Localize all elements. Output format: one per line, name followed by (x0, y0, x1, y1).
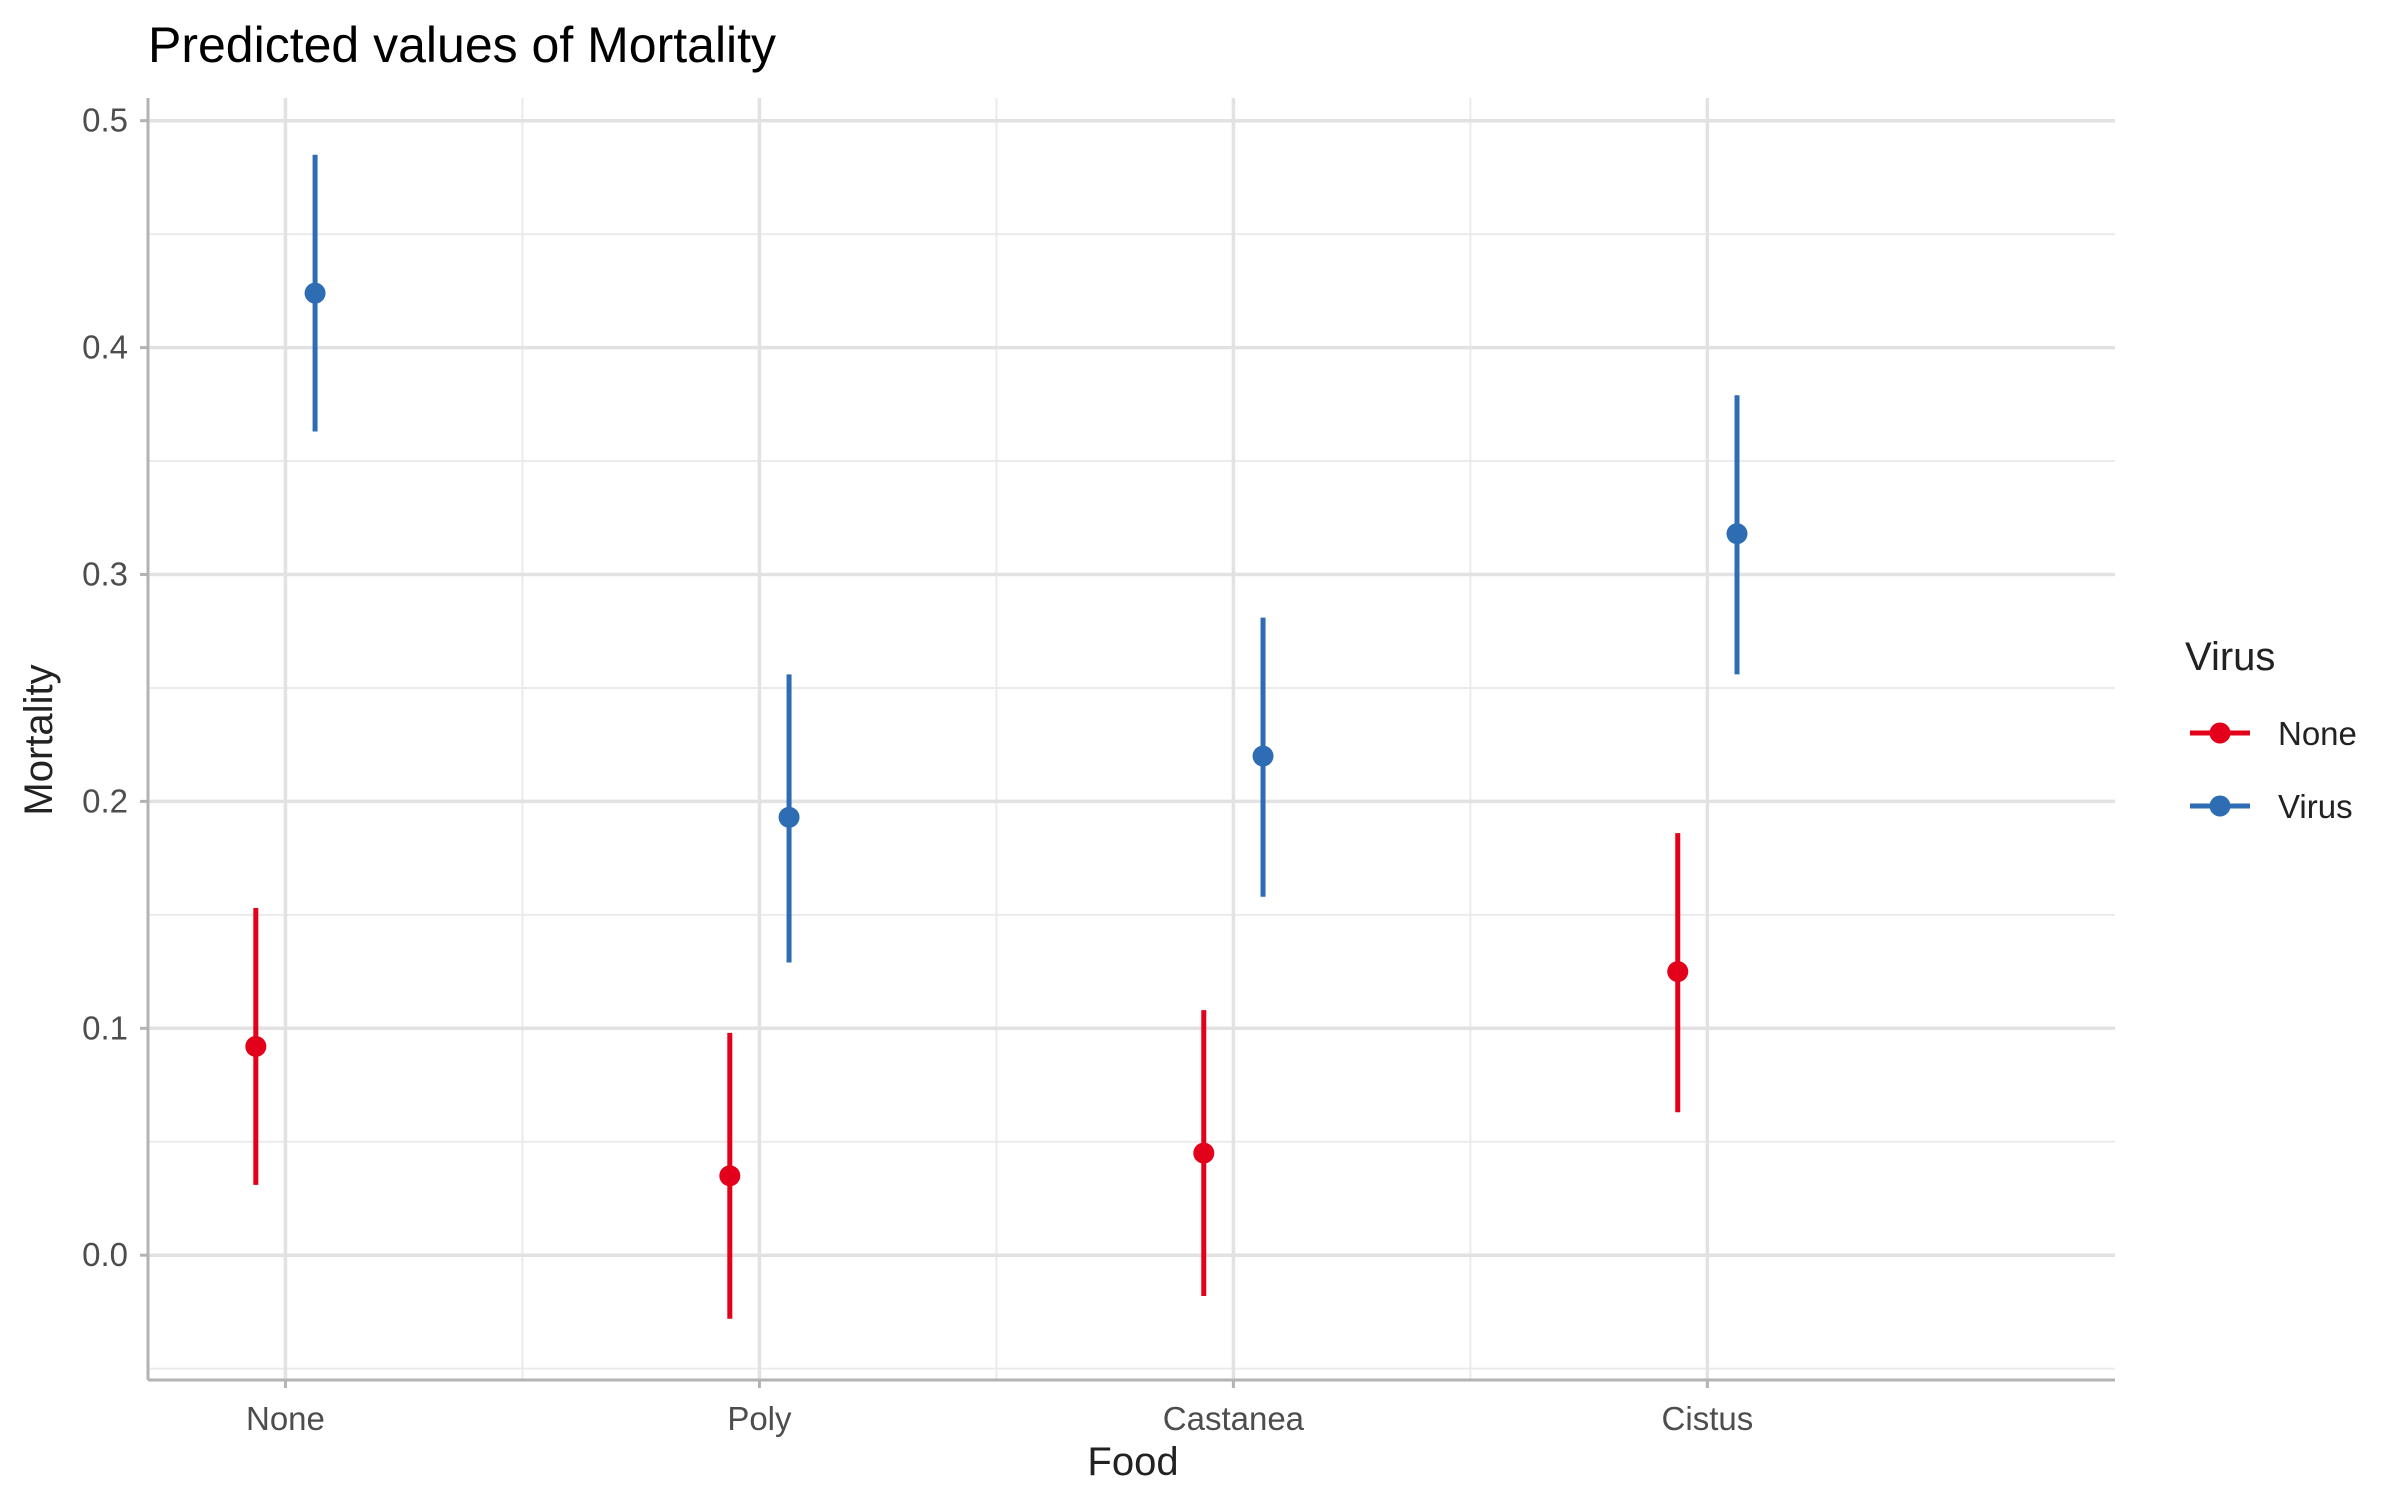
y-tick-label: 0.1 (82, 1009, 128, 1046)
y-tick-labels: 0.0 0.1 0.2 0.3 0.4 0.5 (82, 102, 128, 1274)
chart-title: Predicted values of Mortality (148, 17, 776, 73)
y-tick-label: 0.0 (82, 1236, 128, 1273)
data-point (1193, 1142, 1215, 1164)
x-tick-label: Poly (727, 1400, 792, 1437)
legend-key-point (2209, 795, 2231, 817)
x-tick-label: Cistus (1662, 1400, 1754, 1437)
legend-label: Virus (2278, 788, 2353, 825)
grid (148, 98, 2115, 1380)
y-axis-title: Mortality (17, 664, 61, 815)
data-point (1252, 745, 1274, 767)
data-point (1667, 961, 1689, 983)
data-point (304, 282, 326, 304)
data-point (1726, 523, 1748, 545)
legend-item-virus: Virus (2190, 788, 2353, 825)
x-tick-labels: None Poly Castanea Cistus (246, 1400, 1753, 1437)
x-axis-title: Food (1087, 1440, 1178, 1484)
series-none (245, 833, 1689, 1319)
y-tick-label: 0.3 (82, 555, 128, 592)
y-tick-label: 0.2 (82, 782, 128, 819)
data-point (245, 1035, 267, 1057)
x-tick-label: None (246, 1400, 325, 1437)
y-tick-label: 0.4 (82, 329, 128, 366)
legend-key-point (2209, 722, 2231, 744)
data-point (778, 806, 800, 828)
legend-title: Virus (2185, 635, 2275, 679)
series-virus (304, 154, 1748, 963)
x-tick-label: Castanea (1163, 1400, 1305, 1437)
y-tick-label: 0.5 (82, 102, 128, 139)
legend-label: None (2278, 715, 2357, 752)
axes (140, 98, 2115, 1388)
data-point (719, 1165, 741, 1187)
data-marks (245, 154, 1748, 1319)
legend-item-none: None (2190, 715, 2357, 752)
